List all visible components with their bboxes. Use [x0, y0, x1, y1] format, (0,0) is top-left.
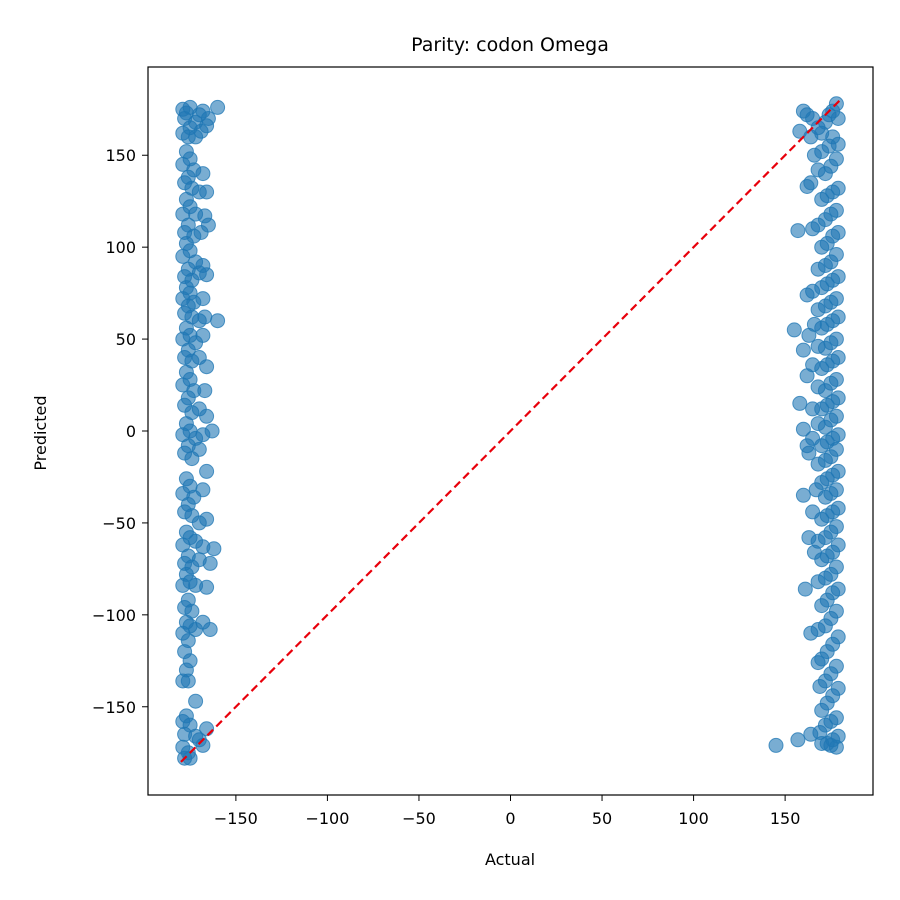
data-point — [806, 147, 822, 163]
data-point — [195, 482, 211, 498]
data-point — [206, 541, 222, 557]
data-point — [204, 423, 220, 439]
data-point — [175, 248, 191, 264]
data-point — [195, 327, 211, 343]
data-point — [191, 441, 207, 457]
data-point — [812, 679, 828, 694]
data-point — [202, 555, 218, 571]
data-point — [180, 673, 196, 689]
data-point — [199, 463, 215, 479]
data-point — [806, 544, 822, 560]
data-point — [810, 338, 826, 354]
data-point — [199, 359, 215, 375]
y-tick-label: 150 — [105, 146, 136, 165]
data-point — [188, 693, 204, 709]
data-point — [210, 99, 226, 115]
data-point — [799, 179, 815, 194]
x-tick-label: 50 — [592, 809, 612, 828]
data-point — [199, 184, 215, 200]
data-point — [197, 383, 213, 399]
scatter-points — [175, 96, 846, 766]
x-axis-ticks: −150 −100 −50 0 50 100 150 — [214, 795, 800, 828]
data-point — [805, 221, 821, 237]
data-point — [808, 482, 824, 498]
data-point — [810, 574, 826, 590]
data-point — [195, 166, 211, 182]
data-point — [823, 737, 839, 753]
x-axis-label: Actual — [485, 850, 535, 869]
x-tick-label: 100 — [678, 809, 709, 828]
data-point — [801, 530, 817, 546]
data-point — [805, 401, 821, 417]
data-point — [810, 456, 826, 472]
data-point — [193, 123, 209, 139]
data-point — [803, 726, 819, 742]
data-point — [210, 313, 226, 329]
y-tick-label: −100 — [92, 606, 136, 625]
y-axis-label: Predicted — [31, 395, 50, 470]
data-point — [795, 342, 811, 358]
data-point — [175, 577, 191, 593]
data-point — [799, 287, 815, 303]
data-point — [768, 737, 784, 753]
data-point — [202, 622, 218, 637]
data-point — [795, 487, 811, 503]
x-tick-label: −100 — [305, 809, 349, 828]
data-point — [814, 239, 830, 255]
parity-reference-line — [180, 99, 841, 763]
x-tick-label: 0 — [505, 809, 515, 828]
data-point — [810, 302, 826, 318]
x-tick-label: −50 — [402, 809, 436, 828]
data-point — [810, 379, 826, 395]
data-point — [801, 327, 817, 343]
data-point — [790, 732, 806, 748]
data-point — [801, 445, 817, 461]
data-point — [805, 504, 821, 520]
data-point — [200, 217, 216, 233]
data-point — [797, 581, 813, 597]
data-point — [790, 223, 806, 239]
y-tick-label: −150 — [92, 698, 136, 717]
data-point — [810, 261, 826, 277]
data-point — [199, 511, 215, 527]
y-tick-label: 100 — [105, 238, 136, 257]
data-point — [199, 579, 215, 595]
x-tick-label: 150 — [770, 809, 801, 828]
chart-title: Parity: codon Omega — [411, 34, 609, 56]
data-point — [792, 395, 808, 411]
data-point — [199, 267, 215, 283]
data-point — [799, 368, 815, 384]
data-point — [810, 162, 826, 178]
data-point — [795, 421, 811, 437]
data-point — [814, 191, 830, 207]
data-point — [814, 702, 830, 718]
data-point — [810, 655, 826, 671]
data-point — [195, 291, 211, 307]
data-point — [197, 309, 213, 325]
y-tick-label: 0 — [126, 422, 136, 441]
data-point — [810, 416, 826, 432]
data-point — [199, 408, 215, 424]
data-point — [191, 732, 207, 748]
data-point — [814, 598, 830, 614]
data-point — [786, 322, 802, 338]
y-tick-label: 50 — [116, 330, 136, 349]
data-point — [795, 103, 811, 119]
data-point — [803, 625, 819, 641]
y-tick-label: −50 — [102, 514, 136, 533]
x-tick-label: −150 — [214, 809, 258, 828]
y-axis-ticks: −150 −100 −50 0 50 100 150 — [92, 146, 148, 717]
